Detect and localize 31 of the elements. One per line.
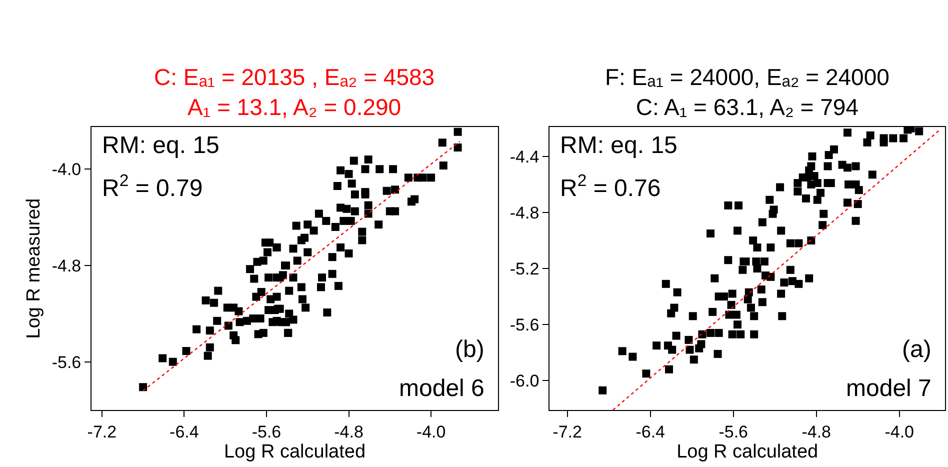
x-tick-label: -4.0 — [884, 422, 914, 442]
x-tick-label: -6.4 — [170, 422, 199, 442]
annotation: model 6 — [399, 375, 484, 402]
annotation: R$^{2}$ = 0.79 — [102, 171, 203, 202]
annotation: (a) — [902, 336, 932, 363]
y-tick-label: -6.0 — [510, 372, 540, 391]
x-axis-title: Log R calculated — [224, 442, 366, 462]
annotation: RM: eq. 15 — [102, 132, 220, 159]
x-tick-label: -4.8 — [334, 422, 364, 442]
y-tick-label: -4.4 — [510, 147, 540, 166]
annotation: model 7 — [846, 375, 932, 402]
y-tick-label: -5.2 — [510, 259, 540, 278]
y-tick-label: -5.6 — [52, 352, 82, 372]
chart-title: C: Eₐ₁ = 20135 , Eₐ₂ = 4583 A₁ = 13.1, A₂ = 0.290 — [154, 64, 435, 120]
x-axis-title: Log R calculated — [676, 442, 818, 462]
x-tick-label: -7.2 — [87, 422, 117, 442]
annotation: R$^{2}$ = 0.76 — [560, 171, 661, 202]
annotation: RM: eq. 15 — [560, 132, 678, 159]
annotation: (b) — [455, 336, 484, 363]
x-tick-label: -6.4 — [636, 422, 665, 442]
x-tick-label: -4.8 — [802, 422, 831, 442]
y-tick-label: -4.0 — [52, 160, 82, 180]
y-tick-label: -4.8 — [52, 256, 82, 276]
x-tick-label: -5.6 — [252, 422, 282, 442]
x-tick-label: -7.2 — [552, 422, 582, 442]
y-tick-label: -5.6 — [510, 315, 540, 334]
x-tick-label: -5.6 — [718, 422, 748, 442]
chart-title: F: Eₐ₁ = 24000, Eₐ₂ = 24000 C: A₁ = 63.1, A₂ = 794 — [605, 64, 890, 120]
y-axis-title: Log R measured — [24, 198, 45, 339]
x-tick-label: -4.0 — [416, 422, 446, 442]
y-tick-label: -4.8 — [510, 203, 540, 222]
